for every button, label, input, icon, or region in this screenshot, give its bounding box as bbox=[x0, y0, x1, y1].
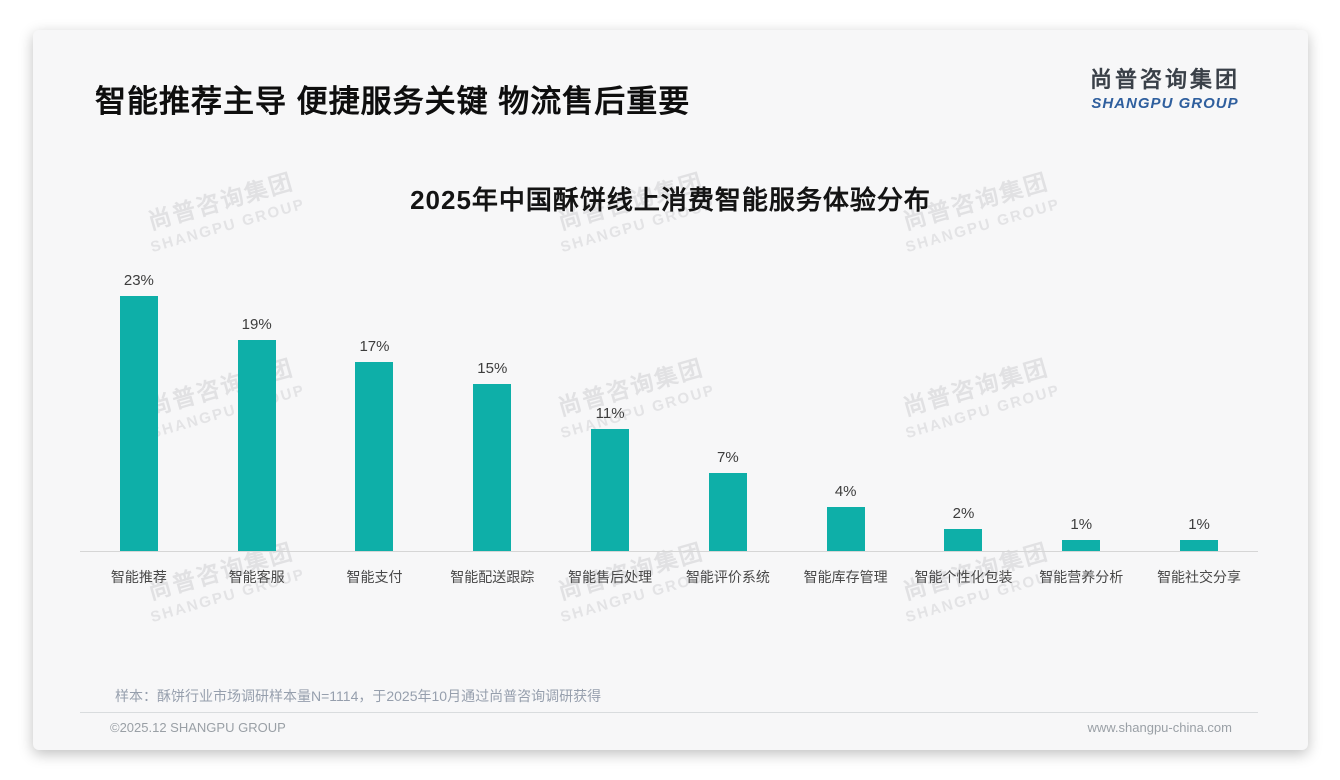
bar-column: 1% bbox=[1022, 240, 1140, 551]
bar bbox=[944, 529, 983, 551]
chart-title: 2025年中国酥饼线上消费智能服务体验分布 bbox=[410, 185, 931, 215]
bar-column: 4% bbox=[787, 240, 905, 551]
category-label: 智能个性化包装 bbox=[914, 569, 1013, 585]
bar-value-label: 2% bbox=[952, 505, 975, 522]
bar bbox=[591, 429, 630, 551]
bar bbox=[473, 384, 512, 551]
bar bbox=[237, 340, 276, 551]
category-label: 智能评价系统 bbox=[685, 569, 770, 585]
bar bbox=[355, 362, 394, 551]
bar-value-label: 7% bbox=[717, 449, 739, 466]
report-card: 尚普咨询集团 SHANGPU GROUP 尚普咨询集团 SHANGPU GROUP 尚普… bbox=[33, 30, 1308, 750]
bar bbox=[1062, 540, 1101, 551]
bar-column: 11% bbox=[551, 240, 669, 551]
category-label: 智能售后处理 bbox=[568, 569, 653, 585]
bar-column: 15% bbox=[433, 240, 551, 551]
category-label: 智能配送跟踪 bbox=[450, 569, 535, 585]
category-label: 智能社交分享 bbox=[1157, 569, 1242, 585]
category-label: 智能推荐 bbox=[110, 569, 167, 585]
bar-value-label: 23% bbox=[123, 272, 154, 289]
page-title: 智能推荐主导 便捷服务关键 物流售后重要 bbox=[95, 84, 691, 119]
company-logo: 尚普咨询集团 SHANGPU GROUP bbox=[1090, 62, 1240, 112]
copyright-text: ©2025.12 SHANGPU GROUP bbox=[110, 720, 286, 735]
bar-column: 23% bbox=[80, 240, 198, 551]
category-label: 智能支付 bbox=[346, 569, 403, 585]
x-axis-category-labels: 智能推荐 智能客服 智能支付 智能配送跟踪 智能售后处理 智能评价系统 智能库存管理 智能个性… bbox=[80, 567, 1258, 587]
category-label: 智能客服 bbox=[228, 569, 285, 585]
footer-divider bbox=[80, 712, 1258, 713]
bar bbox=[826, 507, 865, 551]
category-label: 智能库存管理 bbox=[803, 569, 888, 585]
bar-column: 2% bbox=[905, 240, 1023, 551]
bar-value-label: 4% bbox=[834, 483, 857, 500]
website-text: www.shangpu-china.com bbox=[1087, 720, 1232, 735]
bar-column: 19% bbox=[198, 240, 316, 551]
logo-cn-text: 尚普咨询集团 bbox=[1089, 67, 1240, 92]
bar-value-label: 1% bbox=[1070, 516, 1093, 533]
bar-column: 17% bbox=[316, 240, 434, 551]
sample-note: 样本：酥饼行业市场调研样本量N=1114，于2025年10月通过尚普咨询调研获得 bbox=[115, 688, 602, 704]
bar-value-label: 17% bbox=[359, 338, 390, 355]
bar-value-label: 11% bbox=[595, 405, 625, 422]
bar-column: 7% bbox=[669, 240, 787, 551]
category-label: 智能营养分析 bbox=[1039, 569, 1124, 585]
bar-chart-plot-area: 23% 19% 17% 15% 11% 7% 4% 2% 1% 1% bbox=[80, 240, 1258, 552]
logo-en-text: SHANGPU GROUP bbox=[1091, 95, 1239, 112]
bar-value-label: 15% bbox=[477, 360, 508, 377]
bar-value-label: 1% bbox=[1188, 516, 1210, 533]
bar bbox=[1180, 540, 1219, 551]
bar-column: 1% bbox=[1140, 240, 1258, 551]
bar bbox=[708, 473, 747, 551]
bar-value-label: 19% bbox=[241, 316, 272, 333]
bar bbox=[119, 296, 158, 551]
